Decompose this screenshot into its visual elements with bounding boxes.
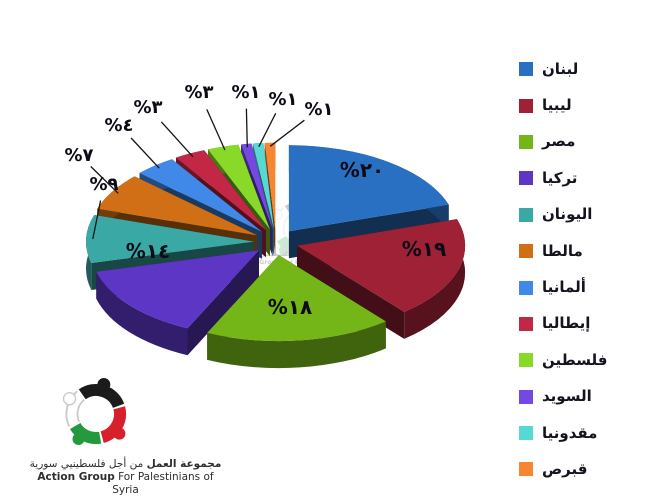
legend-label: مقدونيا	[542, 423, 598, 442]
pie-slices	[85, 142, 466, 369]
footer-title-english: Action Group For Palestinians of Syria	[28, 471, 223, 497]
footer-branding: مجموعة العمل من أجل فلسطينيي سورية Actio…	[28, 376, 223, 497]
pie-slice	[96, 250, 259, 356]
pie-slice	[207, 255, 386, 369]
label-leader-line	[206, 109, 226, 151]
legend-swatch	[519, 280, 533, 295]
pie-labels: %٢٠%١٩%١٨%١٤%٩%٧%٤%٣%٣ %١ %١ %١	[64, 82, 446, 319]
slice-top-face	[176, 150, 266, 231]
footer-title-arabic-rest: من أجل فلسطينيي سورية	[29, 458, 144, 470]
legend-swatch	[519, 62, 533, 77]
slice-side-wall	[297, 245, 405, 339]
legend-item: السويد	[519, 379, 607, 415]
legend-label: تركيا	[542, 168, 578, 187]
legend-item: مالطا	[519, 233, 607, 269]
slice-value-label: %١٤	[126, 239, 170, 263]
legend-swatch	[519, 462, 533, 477]
label-leader-line	[90, 166, 119, 194]
legend-label: ألمانيا	[542, 278, 586, 297]
legend-swatch	[519, 353, 533, 368]
footer-title-arabic: مجموعة العمل من أجل فلسطينيي سورية	[28, 458, 223, 471]
legend-label: ليبيا	[542, 96, 572, 115]
legend-label: إيطاليا	[542, 314, 591, 333]
slice-value-label: %١	[268, 89, 297, 110]
action-group-logo	[59, 376, 133, 456]
legend: لبنان ليبيا مصر تركيا اليونان مالطا ألمانيا إيط…	[519, 51, 607, 488]
legend-label: لبنان	[542, 59, 579, 78]
legend-label: قبرص	[542, 459, 588, 478]
legend-label: اليونان	[542, 205, 593, 224]
legend-swatch	[519, 244, 533, 259]
slice-value-label: %٣	[133, 97, 162, 118]
label-leader-line	[130, 137, 160, 169]
footer-title-arabic-bold: مجموعة العمل	[146, 458, 222, 470]
legend-item: إيطاليا	[519, 306, 607, 342]
legend-swatch	[519, 134, 533, 149]
legend-item: ألمانيا	[519, 269, 607, 305]
label-leader-line	[92, 200, 102, 240]
slice-top-face	[264, 142, 276, 229]
slice-top-face	[208, 144, 270, 230]
slice-rim-wall	[404, 219, 466, 339]
legend-item: لبنان	[519, 51, 607, 87]
slice-value-label: %٩	[89, 174, 118, 195]
slice-value-label: %٣	[184, 82, 213, 103]
legend-swatch	[519, 426, 533, 441]
legend-label: مصر	[542, 132, 576, 151]
slice-top-face	[297, 219, 466, 312]
slice-value-label: %٤	[104, 115, 133, 136]
legend-label: فلسطين	[542, 350, 608, 369]
label-leader-line	[258, 113, 277, 147]
footer-title-english-bold: Action Group	[37, 471, 115, 484]
legend-item: تركيا	[519, 160, 607, 196]
footer-title-english-rest: For Palestinians of Syria	[112, 471, 214, 497]
slice-value-label: %٢٠	[340, 158, 384, 182]
slice-value-label: %١	[231, 82, 260, 103]
slice-value-label: %١٨	[268, 295, 312, 319]
legend-item: اليونان	[519, 197, 607, 233]
legend-item: فلسطين	[519, 342, 607, 378]
legend-item: مصر	[519, 124, 607, 160]
legend-item: قبرص	[519, 451, 607, 487]
slice-top-face	[85, 215, 254, 263]
slice-rim-wall	[207, 321, 386, 369]
legend-label: مالطا	[542, 241, 583, 260]
legend-item: مقدونيا	[519, 415, 607, 451]
legend-item: ليبيا	[519, 87, 607, 123]
label-leader-line	[160, 121, 194, 158]
slice-top-face	[139, 159, 262, 232]
legend-label: السويد	[542, 387, 592, 406]
action-group-logo-icon	[59, 376, 133, 452]
slice-value-label: %١	[304, 99, 333, 120]
slice-top-face	[96, 250, 259, 329]
slice-value-label: %١٩	[402, 237, 446, 261]
legend-swatch	[519, 171, 533, 186]
slice-top-face	[97, 176, 258, 236]
label-leader-line	[245, 108, 248, 148]
slice-top-face	[288, 145, 449, 232]
slice-value-label: %٧	[64, 145, 93, 166]
pie-slice	[297, 219, 466, 339]
label-leader-line	[269, 119, 305, 147]
slice-top-face	[252, 143, 274, 229]
legend-swatch	[519, 389, 533, 404]
slice-rim-wall	[96, 271, 188, 356]
slice-top-face	[241, 143, 273, 229]
legend-swatch	[519, 316, 533, 331]
legend-swatch	[519, 207, 533, 222]
slice-top-face	[207, 255, 386, 342]
legend-swatch	[519, 98, 533, 113]
